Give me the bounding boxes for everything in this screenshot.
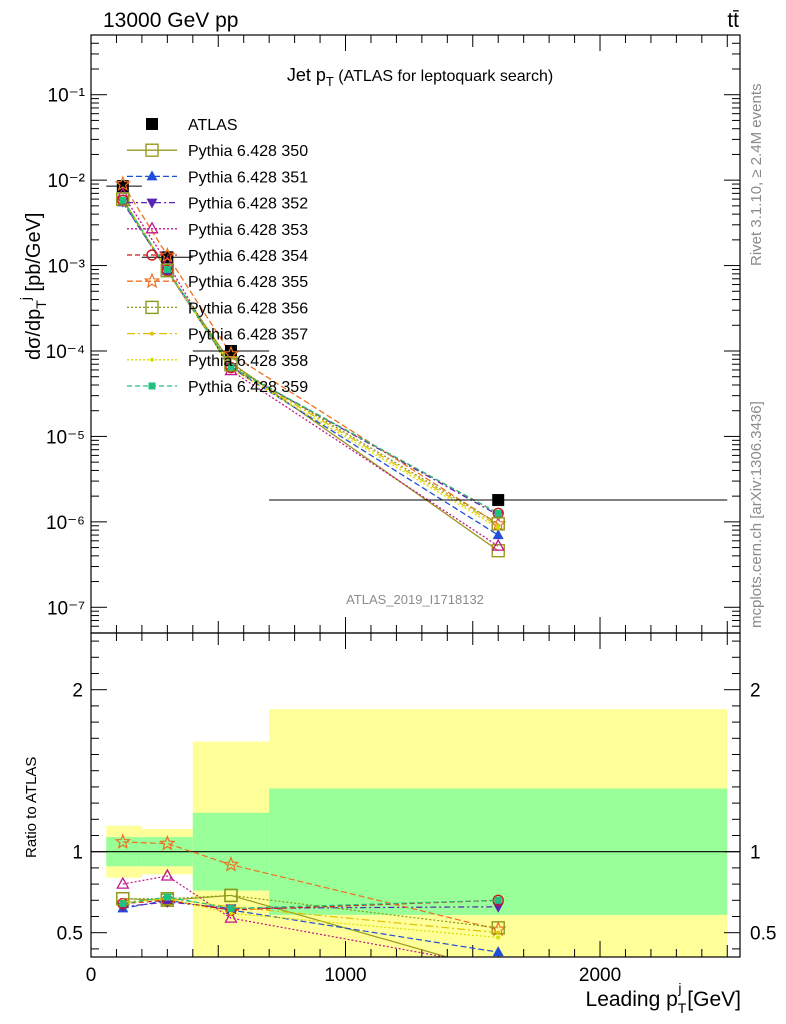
legend-label: Pythia 6.428 359 [188,379,308,396]
ratio-series-group [114,833,507,957]
legend-marker [146,170,158,181]
ratio-point-9 [163,893,171,901]
main-y-tick-label: 10⁻³ [48,257,86,278]
ratio-line-6 [122,894,499,929]
ratio-frame [90,632,741,958]
ratio-point-9 [227,904,235,912]
ratio-point-5 [114,833,132,849]
mc-point-7 [116,192,130,206]
main-y-tick-label: 10⁻⁷ [47,598,85,619]
legend-marker [148,382,156,390]
legend-marker [145,300,159,315]
ratio-y-tick-label: 1 [72,843,83,864]
ratio-line-9 [122,896,499,910]
ratio-y-tick-label-right: 1 [750,843,761,864]
mcplots-label: mcplots.cern.ch [arXiv:1306.3436] [748,401,765,628]
ratio-point-9 [119,900,127,908]
mc-point-4 [491,538,505,551]
ratio-panel: 0.5 0.5 1 1 2 2 0 1000 2000 Ratio to ATLAS Leadi… [23,633,776,1016]
mc-point-10 [119,196,127,204]
mc-point-10 [163,265,171,273]
main-title: Jet pT (ATLAS for leptoquark search) [287,65,553,89]
legend-marker [150,357,154,362]
mc-point-6 [114,175,132,192]
ratio-line-7 [122,898,499,934]
ratio-line-0 [122,894,450,957]
legend-marker [146,198,158,209]
ratio-y-axis-label: Ratio to ATLAS [23,757,40,858]
mc-point-7 [160,263,175,278]
legend-marker [143,272,161,289]
legend-label: Pythia 6.428 356 [188,300,308,317]
legend-label: ATLAS [188,117,238,134]
mc-point-10 [494,509,502,517]
ratio-point-6 [224,888,238,903]
legend-label: Pythia 6.428 355 [188,274,308,291]
legend-marker [146,249,158,261]
ratio-axis-ticks: 0.5 0.5 1 1 2 2 0 1000 2000 [57,633,776,986]
ratio-line-4 [122,899,499,911]
legend-label: Pythia 6.428 353 [188,222,308,239]
mc-point-10 [227,363,235,371]
main-y-axis-label: dσ/dpTj [pb/GeV] [17,213,49,360]
mc-point-2 [492,529,504,540]
ratio-line-3 [122,875,449,957]
main-y-tick-label: 10⁻⁶ [46,513,85,534]
main-panel: Jet pT (ATLAS for leptoquark search) ATL… [17,34,740,634]
legend-marker [145,143,159,157]
main-y-tick-label: 10⁻⁵ [46,427,85,448]
x-tick-label: 1000 [324,965,366,986]
ratio-point-7 [496,930,501,935]
ratio-point-9 [494,896,502,904]
legend-label: Pythia 6.428 357 [188,327,308,344]
data-point-0 [116,180,129,193]
mc-point-6 [222,345,240,362]
legend-label: Pythia 6.428 351 [188,169,308,186]
ratio-point-3 [116,876,130,889]
legend-marker [145,221,159,234]
x-tick-label: 2000 [579,965,621,986]
ratio-point-5 [159,834,176,851]
ratio-point-8 [496,935,501,940]
legend-marker [150,331,154,336]
energy-label: 13000 GeV pp [103,9,238,32]
ratio-point-5 [222,856,240,872]
legend: ATLAS Pythia 6.428 350 Pythia 6.428 351 Pyt… [127,117,308,396]
legend-marker [146,118,158,130]
mc-point-7 [224,358,238,372]
ratio-point-3 [224,910,238,923]
ratio-y-tick-label: 2 [72,681,83,702]
ratio-y-tick-label-right: 0.5 [750,924,776,945]
x-tick-label: 0 [86,965,97,986]
ratio-line-5 [122,841,499,931]
main-series-group [106,175,728,558]
series-line-10 [122,199,499,514]
legend-label: Pythia 6.428 358 [188,353,308,370]
ratio-line-2 [122,901,499,910]
ratio-point-3 [160,868,174,881]
ratio-line-8 [122,898,499,939]
legend-label: Pythia 6.428 350 [188,143,308,160]
ratio-point-1 [492,946,504,957]
legend-label: Pythia 6.428 352 [188,196,308,213]
ratio-y-tick-label: 0.5 [57,924,83,945]
main-y-tick-label: 10⁻¹ [48,86,86,107]
ratio-y-tick-label-right: 2 [750,681,761,702]
process-label: tt̄ [727,9,739,32]
mc-point-5 [225,361,237,374]
ratio-point-8 [228,911,233,916]
analysis-id: ATLAS_2019_I1718132 [346,592,484,607]
rivet-label: Rivet 3.1.10, ≥ 2.4M events [748,84,765,267]
mc-point-9 [496,525,501,530]
x-axis-label: Leading pTj [GeV] [586,980,741,1016]
legend-label: Pythia 6.428 354 [188,248,308,265]
mc-point-6 [159,246,176,263]
main-y-tick-label: 10⁻² [48,171,86,192]
data-point-0 [224,344,237,357]
main-y-tick-label: 10⁻⁴ [46,342,85,363]
data-point-0 [492,494,505,507]
